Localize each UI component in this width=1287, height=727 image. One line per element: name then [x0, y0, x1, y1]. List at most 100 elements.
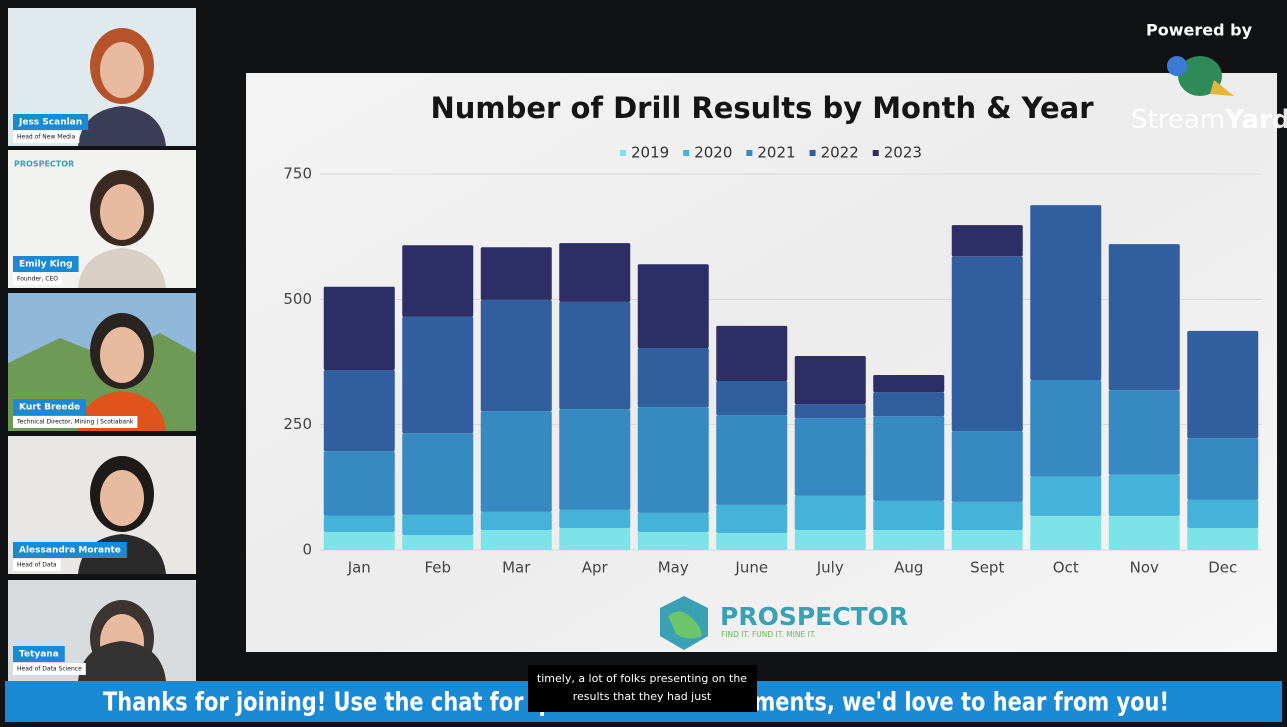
- legend-swatch: [872, 150, 879, 156]
- bar-segment: [716, 504, 788, 533]
- chart: Number of Drill Results by Month & Year …: [283, 91, 1262, 577]
- bar-segment: [794, 404, 866, 419]
- bar-segment: [1187, 527, 1259, 550]
- participant-tile: Alessandra Morante Head of Data: [8, 436, 196, 574]
- participant-role: Head of Data Science: [17, 666, 82, 673]
- duck-head: [1178, 56, 1222, 96]
- bar-segment: [480, 299, 552, 412]
- x-tick-label: Aug: [894, 559, 923, 577]
- x-tick-label: June: [734, 559, 768, 577]
- bar-segment: [1030, 205, 1102, 381]
- bar-segment: [1030, 476, 1102, 516]
- y-tick-label: 250: [283, 415, 312, 433]
- stream: Stream: [1131, 105, 1225, 135]
- legend-swatch: [683, 150, 690, 156]
- bar-segment: [1187, 330, 1259, 439]
- bar-segment: [559, 509, 631, 528]
- bar-segment: [873, 529, 945, 550]
- bar-segment: [951, 529, 1023, 550]
- x-tick-label: Dec: [1208, 559, 1237, 577]
- bar-segment: [716, 325, 788, 382]
- face: [100, 327, 144, 383]
- streamyard-text: StreamYard: [1131, 105, 1287, 135]
- participant-tile: Kurt Breede Technical Director, Mining | …: [8, 293, 196, 431]
- bar-segment: [323, 531, 395, 550]
- bar-segment: [794, 355, 866, 405]
- bar-segment: [1030, 515, 1102, 550]
- participant-tile: PROSPECTOR Emily King Founder, CEO: [8, 150, 196, 288]
- name-tag: [13, 399, 87, 415]
- bar-segment: [559, 301, 631, 410]
- y-tick-label: 750: [283, 165, 312, 183]
- bar-segment: [794, 495, 866, 530]
- duck-bill: [1210, 80, 1234, 96]
- participant-tile: Tetyana Head of Data Science: [8, 580, 196, 681]
- body: [78, 106, 166, 146]
- bar-segment: [873, 392, 945, 417]
- bar-segment: [402, 316, 474, 434]
- participant-name: Kurt Breede: [19, 403, 80, 413]
- body: [78, 641, 166, 681]
- tile-logo: PROSPECTOR: [14, 160, 74, 169]
- face: [100, 42, 144, 98]
- name-tag: [13, 542, 127, 558]
- bar-segment: [323, 286, 395, 371]
- bar-segment: [716, 532, 788, 550]
- bar-segment: [637, 407, 709, 513]
- name-tag: [13, 646, 65, 662]
- bar-segment: [951, 501, 1023, 530]
- legend-label: 2021: [757, 144, 795, 162]
- x-tick-label: May: [658, 559, 689, 577]
- bar-segment: [794, 529, 866, 550]
- bar-segment: [480, 529, 552, 550]
- yard: Yard: [1224, 105, 1287, 135]
- bar-segment: [402, 433, 474, 515]
- bar-segment: [951, 225, 1023, 257]
- bar-segment: [559, 527, 631, 550]
- name-tag: [13, 114, 89, 130]
- bar-segment: [637, 264, 709, 348]
- role-tag: [13, 273, 62, 285]
- bar-segment: [873, 375, 945, 393]
- bar-segment: [637, 512, 709, 532]
- legend-swatch: [746, 150, 753, 156]
- bar-segment: [716, 381, 788, 416]
- role-tag: [13, 416, 138, 428]
- bar-segment: [1108, 390, 1180, 475]
- x-tick-label: Mar: [502, 559, 531, 577]
- bar-segment: [873, 500, 945, 530]
- face: [100, 470, 144, 526]
- bar-segment: [402, 534, 474, 550]
- role-tag: [13, 663, 86, 675]
- bar-segment: [323, 515, 395, 532]
- body: [78, 248, 166, 288]
- bar-segment: [559, 243, 631, 302]
- powered-by: Powered by: [1146, 21, 1253, 40]
- streamyard-logo: [1167, 56, 1234, 96]
- x-tick-label: Feb: [424, 559, 451, 577]
- participants: Jess Scanlan Head of New Media PROSPECTOR E…: [8, 8, 196, 681]
- caption-line: results that they had just: [573, 690, 712, 703]
- x-tick-label: Sept: [970, 559, 1004, 577]
- legend-label: 2022: [821, 144, 859, 162]
- logo-tagline: FIND IT. FUND IT. MINE IT.: [721, 630, 816, 639]
- participant-name: Tetyana: [19, 650, 59, 660]
- x-tick-label: Apr: [582, 559, 609, 577]
- bar-segment: [480, 247, 552, 300]
- x-tick-label: Jan: [347, 559, 371, 577]
- caption-box: [528, 665, 757, 712]
- bar-segment: [1187, 438, 1259, 500]
- y-tick-label: 0: [302, 541, 312, 559]
- participant-tile: Jess Scanlan Head of New Media: [8, 8, 196, 146]
- bar-segment: [1108, 515, 1180, 550]
- bar-segment: [323, 451, 395, 516]
- participant-role: Founder, CEO: [17, 276, 58, 283]
- bar-segment: [637, 531, 709, 550]
- caption-line: timely, a lot of folks presenting on the: [537, 672, 747, 685]
- x-tick-label: July: [816, 559, 844, 577]
- logo-map: [668, 611, 702, 639]
- logo-badge: [1167, 56, 1187, 76]
- prospector-logo: PROSPECTOR FIND IT. FUND IT. MINE IT.: [660, 596, 908, 650]
- chart-title: Number of Drill Results by Month & Year: [430, 91, 1094, 125]
